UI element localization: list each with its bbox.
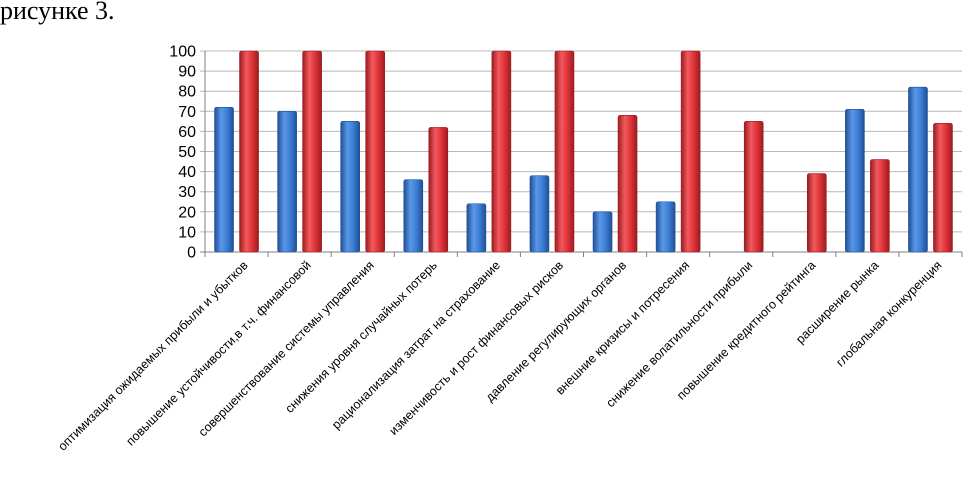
y-tick-label: 30 [178, 184, 196, 201]
axes [204, 51, 963, 257]
bar-series-2 [554, 50, 575, 253]
y-tick-labels: 0 10 20 30 40 50 60 70 80 90 100 [169, 44, 196, 262]
bar-series-1 [592, 211, 613, 253]
bar-series-2 [933, 123, 953, 253]
y-tick-label: 50 [178, 144, 196, 161]
bars [214, 50, 953, 253]
grid-lines [200, 50, 962, 253]
bar-series-2 [870, 159, 890, 253]
bar-series-2 [365, 50, 386, 253]
x-category-label: повышение кредитного рейтинга [674, 258, 818, 402]
y-tick-label: 20 [178, 204, 196, 221]
x-category-label: глобальная конкуренция [833, 258, 944, 369]
document-heading: рисунке 3. [0, 0, 115, 25]
y-tick-label: 0 [187, 245, 196, 262]
y-tick-label: 90 [178, 64, 196, 81]
bar-series-1 [340, 121, 361, 253]
y-tick-label: 60 [178, 124, 196, 141]
bar-series-1 [655, 201, 676, 253]
bar-series-2 [302, 50, 322, 253]
y-tick-label: 100 [169, 44, 196, 61]
bar-series-2 [617, 115, 638, 253]
bar-series-1 [908, 86, 928, 253]
bar-series-1 [466, 203, 487, 253]
bar-series-1 [277, 111, 297, 253]
bar-series-1 [845, 108, 865, 253]
bar-series-2 [743, 121, 764, 253]
bar-series-2 [491, 50, 512, 253]
bar-series-1 [214, 106, 234, 253]
x-category-label: давление регулирующих органов [483, 258, 630, 405]
y-tick-label: 40 [178, 164, 196, 181]
bar-series-1 [529, 175, 550, 253]
y-tick-label: 80 [178, 84, 196, 101]
category-labels: оптимизация ожидаемых прибыли и убытковп… [55, 258, 944, 454]
bar-series-2 [428, 127, 449, 253]
bar-series-2 [239, 50, 259, 253]
bar-series-2 [806, 173, 827, 253]
x-category-label: внешние кризисы и потресения [553, 258, 692, 397]
y-tick-label: 70 [178, 104, 196, 121]
bar-series-1 [403, 179, 424, 253]
y-tick-label: 10 [178, 224, 196, 241]
bar-series-2 [680, 50, 701, 253]
